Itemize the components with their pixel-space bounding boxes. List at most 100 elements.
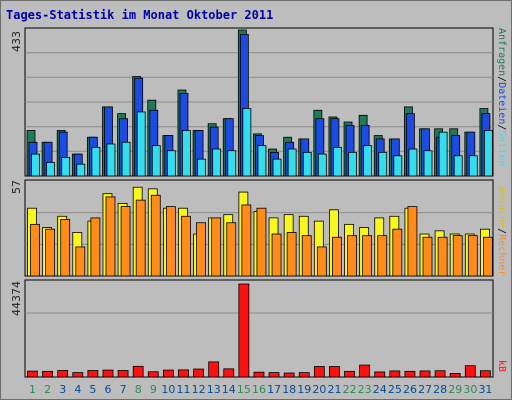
kb-bar xyxy=(238,283,250,378)
day-label: 29 xyxy=(448,383,462,396)
day-label: 11 xyxy=(177,383,191,396)
seiten-bar xyxy=(46,162,55,177)
rechner-bar xyxy=(30,223,40,277)
day-label: 4 xyxy=(74,383,81,396)
seiten-bar xyxy=(76,163,86,177)
rechner-bar xyxy=(120,206,131,277)
day-label: 14 xyxy=(222,383,236,396)
kb-bar xyxy=(57,370,69,378)
kb-bar xyxy=(480,370,491,378)
rechner-bar xyxy=(392,228,403,277)
day-label: 23 xyxy=(358,383,372,396)
rechner-bar xyxy=(271,233,282,277)
kb-bar xyxy=(344,370,355,378)
seiten-bar xyxy=(363,145,373,177)
day-label: 18 xyxy=(282,383,296,396)
day-label: 17 xyxy=(267,383,281,396)
rechner-bar xyxy=(45,228,55,277)
rechner-bar xyxy=(256,207,267,277)
kb-bar xyxy=(42,370,53,378)
kb-bar xyxy=(223,368,235,378)
kb-bar xyxy=(193,368,204,378)
seiten-bar xyxy=(166,150,176,177)
day-label: 9 xyxy=(150,383,157,396)
seiten-bar xyxy=(317,153,327,177)
rechner-bar xyxy=(332,236,342,277)
rechner-bar xyxy=(422,236,433,277)
kb-bar xyxy=(329,366,340,378)
seiten-bar xyxy=(438,131,448,177)
seiten-bar xyxy=(453,155,463,177)
day-label: 24 xyxy=(373,383,387,396)
seiten-bar xyxy=(393,155,403,177)
seiten-bar xyxy=(151,145,161,177)
seiten-bar xyxy=(227,150,237,177)
seiten-bar xyxy=(31,153,40,177)
seiten-bar xyxy=(121,141,131,177)
day-label: 13 xyxy=(207,383,221,396)
seiten-bar xyxy=(484,130,493,177)
seiten-bar xyxy=(182,130,191,177)
rechner-bar xyxy=(105,196,116,277)
rechner-bar xyxy=(362,235,373,277)
seiten-bar xyxy=(423,150,433,177)
day-label: 25 xyxy=(388,383,402,396)
rechner-bar xyxy=(347,235,357,277)
seiten-bar xyxy=(272,158,282,177)
kb-bar xyxy=(283,372,295,378)
day-label: 20 xyxy=(312,383,326,396)
day-label: 21 xyxy=(327,383,341,396)
rechner-bar xyxy=(467,235,478,277)
kb-bar xyxy=(464,365,476,378)
seiten-bar xyxy=(287,148,297,177)
day-label: 19 xyxy=(297,383,311,396)
day-label: 12 xyxy=(192,383,206,396)
seiten-bar xyxy=(348,151,357,177)
day-label: 2 xyxy=(44,383,51,396)
day-label: 31 xyxy=(478,383,492,396)
rechner-bar xyxy=(226,222,237,277)
seiten-bar xyxy=(302,151,312,177)
kb-bar xyxy=(404,370,416,378)
day-label: 27 xyxy=(418,383,432,396)
kb-bar xyxy=(449,373,461,378)
kb-bar xyxy=(27,370,38,378)
seiten-bar xyxy=(333,146,342,177)
seiten-bar xyxy=(408,148,418,177)
kb-bar xyxy=(268,372,280,378)
day-label: 10 xyxy=(161,383,175,396)
rechner-bar xyxy=(90,217,101,277)
rechner-bar xyxy=(316,246,327,277)
seiten-bar xyxy=(212,148,222,177)
kb-bar xyxy=(208,361,220,378)
seiten-bar xyxy=(91,146,101,177)
kb-bar xyxy=(117,370,129,378)
day-label: 22 xyxy=(343,383,357,396)
day-label: 5 xyxy=(89,383,96,396)
kb-bar xyxy=(178,369,189,378)
rechner-bar xyxy=(60,219,71,277)
rechner-bar xyxy=(75,246,86,277)
kb-bar xyxy=(132,365,144,378)
seiten-bar xyxy=(378,151,388,177)
seiten-bar xyxy=(106,143,116,177)
day-label: 15 xyxy=(237,383,251,396)
day-label: 26 xyxy=(403,383,417,396)
seiten-bar xyxy=(61,157,71,177)
day-label: 8 xyxy=(135,383,142,396)
kb-bar xyxy=(359,364,371,378)
kb-bar xyxy=(147,371,159,378)
rechner-bar xyxy=(165,206,176,277)
day-label: 6 xyxy=(105,383,112,396)
day-label: 16 xyxy=(252,383,266,396)
kb-bar xyxy=(298,372,310,378)
rechner-bar xyxy=(241,204,252,277)
kb-bar xyxy=(102,369,114,378)
kb-bar xyxy=(434,370,446,378)
kb-bar xyxy=(162,369,174,378)
seiten-bar xyxy=(136,111,146,177)
traffic-panel xyxy=(24,279,494,378)
day-label: 30 xyxy=(463,383,477,396)
kb-bar xyxy=(313,366,325,378)
seiten-bar xyxy=(197,158,206,177)
